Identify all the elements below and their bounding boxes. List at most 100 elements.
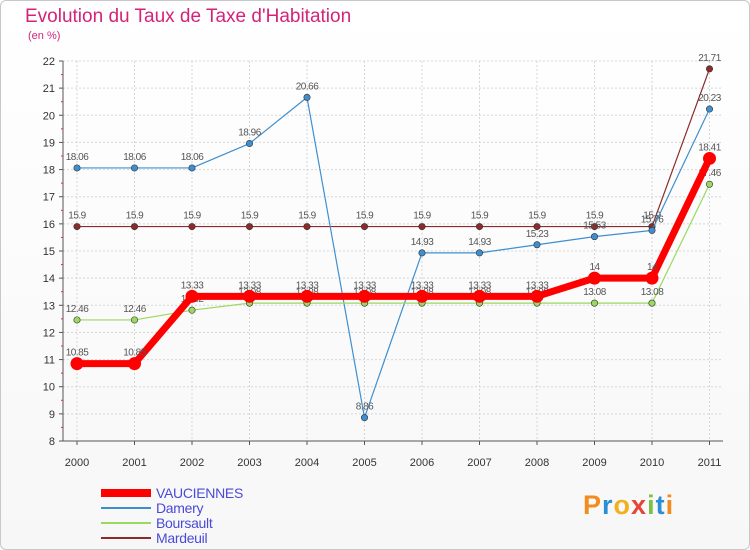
- data-point-damery: [360, 414, 368, 422]
- data-label-mardeuil: 15.9: [471, 211, 489, 222]
- data-point-vauciennes: [645, 271, 659, 285]
- legend-label: Boursault: [156, 515, 213, 531]
- data-point-boursault: [188, 306, 196, 314]
- data-label-vauciennes: 13.33: [238, 280, 261, 291]
- data-point-mardeuil: [475, 223, 483, 231]
- x-tick-label: 2002: [180, 457, 204, 469]
- y-tick-label: 8: [49, 436, 55, 448]
- x-tick-label: 2007: [467, 457, 491, 469]
- data-point-damery: [73, 164, 81, 172]
- y-tick-label: 16: [43, 219, 55, 231]
- y-tick-label: 17: [43, 192, 55, 204]
- data-label-damery: 15.76: [641, 214, 664, 225]
- data-label-damery: 15.23: [526, 229, 549, 240]
- data-point-vauciennes: [415, 289, 429, 303]
- data-label-damery: 18.06: [181, 152, 204, 163]
- data-label-damery: 20.66: [296, 81, 319, 92]
- series-line-mardeuil: [76, 68, 711, 228]
- data-point-damery: [648, 226, 656, 234]
- chart-title: Evolution du Taux de Taxe d'Habitation: [25, 6, 352, 27]
- x-tick-label: 2010: [640, 457, 664, 469]
- data-label-mardeuil: 21.71: [698, 53, 721, 64]
- data-label-mardeuil: 15.9: [68, 211, 86, 222]
- data-point-boursault: [648, 299, 656, 307]
- data-label-boursault: 13.08: [641, 287, 664, 298]
- data-point-mardeuil: [303, 223, 311, 231]
- legend-label: Damery: [156, 500, 204, 516]
- data-point-vauciennes: [358, 289, 371, 303]
- data-point-damery: [590, 233, 598, 241]
- data-point-mardeuil: [418, 223, 426, 231]
- data-label-mardeuil: 15.9: [356, 211, 374, 222]
- data-point-damery: [475, 249, 483, 257]
- data-label-vauciennes: 13.33: [296, 280, 319, 291]
- data-label-damery: 20.23: [698, 93, 721, 104]
- data-point-damery: [705, 105, 713, 113]
- data-label-damery: 18.06: [66, 152, 89, 163]
- data-point-vauciennes: [243, 289, 256, 303]
- data-point-vauciennes: [128, 357, 141, 371]
- data-label-damery: 15.53: [583, 221, 606, 232]
- y-tick-label: 15: [43, 246, 55, 258]
- y-tick-label: 9: [49, 409, 55, 421]
- data-point-damery: [246, 140, 254, 148]
- data-point-damery: [188, 164, 196, 172]
- x-tick-label: 2008: [525, 457, 549, 469]
- data-label-boursault: 17.46: [698, 168, 721, 179]
- x-tick-label: 2009: [582, 457, 606, 469]
- legend-swatch-vauciennes: [101, 489, 151, 497]
- data-point-mardeuil: [73, 223, 81, 231]
- series-line-damery: [76, 96, 711, 419]
- x-tick-label: 2003: [237, 457, 261, 469]
- data-point-boursault: [131, 316, 139, 324]
- data-point-mardeuil: [705, 65, 713, 73]
- legend-swatch-damery: [101, 507, 151, 509]
- data-point-mardeuil: [188, 223, 196, 231]
- data-label-boursault: 13.08: [583, 287, 606, 298]
- data-label-vauciennes: 13.33: [468, 280, 491, 291]
- data-point-damery: [131, 164, 139, 172]
- legend-swatch-mardeuil: [101, 537, 151, 539]
- data-point-vauciennes: [300, 289, 314, 303]
- data-label-boursault: 12.46: [123, 304, 146, 315]
- y-tick-label: 10: [43, 382, 55, 394]
- x-tick-label: 2004: [295, 457, 319, 469]
- data-label-vauciennes: 14: [647, 262, 658, 273]
- y-tick-label: 22: [43, 56, 55, 68]
- data-label-damery: 8.86: [356, 402, 374, 413]
- y-tick-label: 14: [43, 273, 55, 285]
- data-label-vauciennes: 13.33: [411, 280, 434, 291]
- data-point-vauciennes: [703, 151, 716, 165]
- y-tick-label: 18: [43, 165, 55, 177]
- data-label-vauciennes: 10.85: [66, 348, 89, 359]
- data-point-mardeuil: [533, 223, 541, 231]
- data-label-mardeuil: 15.9: [643, 211, 661, 222]
- data-point-damery: [533, 241, 541, 249]
- data-point-mardeuil: [246, 223, 254, 231]
- data-label-vauciennes: 13.33: [353, 280, 376, 291]
- data-label-mardeuil: 15.9: [241, 211, 259, 222]
- data-label-boursault: 12.46: [66, 304, 89, 315]
- proxiti-logo: Proxiti: [583, 490, 675, 520]
- data-point-vauciennes: [185, 289, 199, 303]
- data-point-vauciennes: [530, 289, 544, 303]
- data-label-mardeuil: 15.9: [183, 211, 201, 222]
- x-tick-label: 2001: [122, 457, 146, 469]
- data-label-vauciennes: 13.33: [526, 280, 549, 291]
- data-label-mardeuil: 15.9: [528, 211, 546, 222]
- data-point-vauciennes: [473, 289, 486, 303]
- y-tick-label: 11: [44, 355, 55, 367]
- y-tick-label: 19: [43, 137, 55, 149]
- data-label-mardeuil: 15.9: [413, 211, 431, 222]
- y-tick-label: 20: [43, 110, 55, 122]
- data-point-boursault: [590, 299, 598, 307]
- data-label-mardeuil: 15.9: [586, 211, 604, 222]
- data-point-boursault: [73, 316, 81, 324]
- data-label-vauciennes: 14: [589, 262, 600, 273]
- data-point-mardeuil: [131, 223, 139, 231]
- data-label-vauciennes: 18.41: [698, 142, 721, 153]
- data-label-vauciennes: 13.33: [181, 280, 204, 291]
- data-label-damery: 14.93: [411, 237, 434, 248]
